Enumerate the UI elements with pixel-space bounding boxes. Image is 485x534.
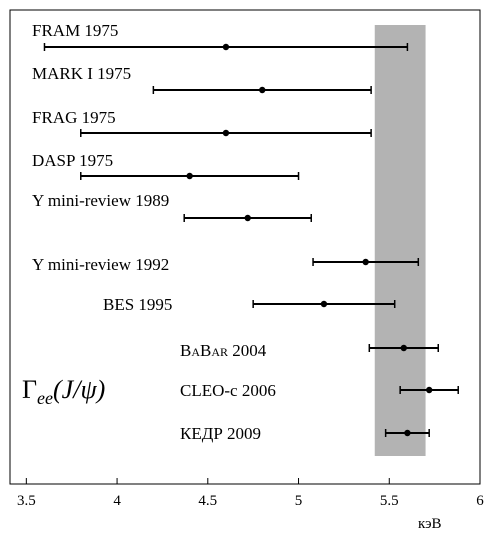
annotation: Γee(J/ψ) bbox=[22, 375, 105, 408]
row-label: FRAG 1975 bbox=[32, 108, 116, 127]
x-tick-label: 5.5 bbox=[380, 493, 399, 509]
data-point bbox=[259, 86, 266, 94]
annotation-argument: (J/ψ) bbox=[53, 375, 105, 404]
x-tick-label: 3.5 bbox=[17, 493, 36, 509]
x-tick-label: 4 bbox=[113, 493, 121, 509]
plot-frame bbox=[9, 9, 481, 485]
data-point bbox=[222, 43, 230, 51]
row-label: MARK I 1975 bbox=[32, 64, 131, 83]
row-label: Υ mini-review 1989 bbox=[32, 191, 169, 210]
x-tick-label: 5 bbox=[295, 493, 303, 509]
row-label: BaBar 2004 bbox=[180, 341, 267, 360]
x-axis-label: кэВ bbox=[418, 516, 442, 532]
reference-band bbox=[374, 25, 426, 456]
data-point bbox=[362, 258, 369, 266]
data-point bbox=[425, 386, 433, 394]
data-point bbox=[244, 214, 251, 222]
row-label: CLEO-c 2006 bbox=[180, 381, 276, 400]
row-label: BES 1995 bbox=[103, 295, 172, 314]
row-label: DASP 1975 bbox=[32, 151, 113, 170]
row-label: КЕДР 2009 bbox=[180, 424, 261, 443]
data-point bbox=[404, 429, 411, 437]
x-tick-label: 6 bbox=[476, 493, 484, 509]
data-point bbox=[186, 172, 193, 180]
data-point bbox=[222, 129, 230, 137]
data-point bbox=[400, 344, 407, 352]
row-label: Υ mini-review 1992 bbox=[32, 255, 169, 274]
data-point bbox=[320, 300, 328, 308]
x-tick-label: 4.5 bbox=[198, 493, 217, 509]
row-label: FRAM 1975 bbox=[32, 21, 118, 40]
annotation-subscript: ee bbox=[37, 388, 53, 408]
annotation-symbol: Γ bbox=[22, 375, 37, 404]
